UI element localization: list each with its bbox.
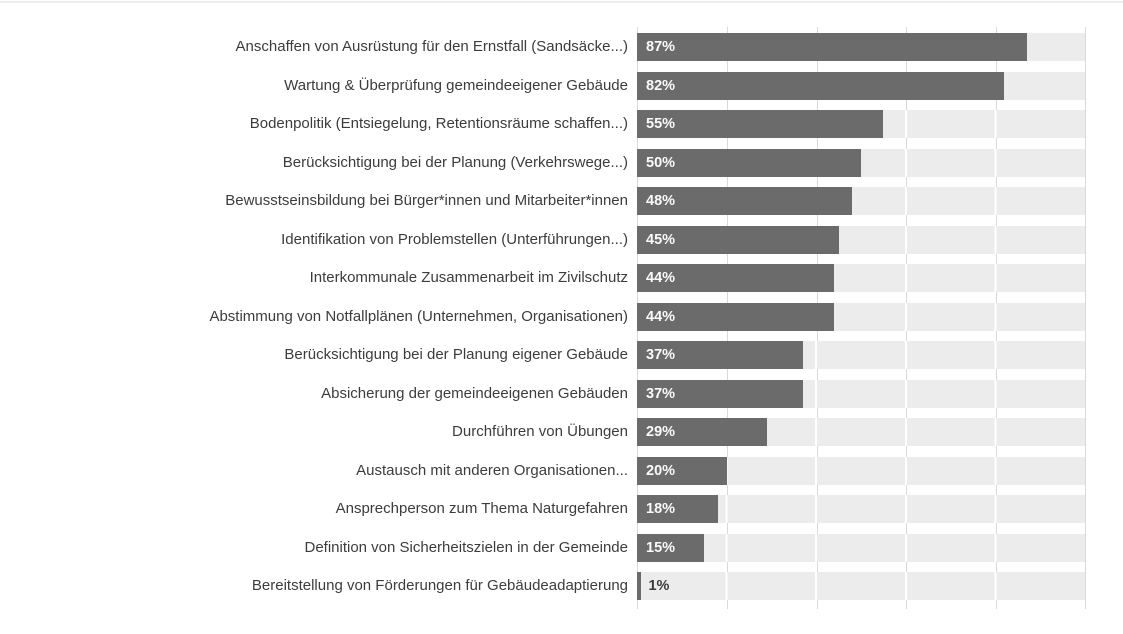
value-label: 45% [646,231,676,248]
bar-row: Definition von Sicherheitszielen in der … [0,533,1123,562]
value-label: 20% [646,462,676,479]
category-label: Interkommunale Zusammenarbeit im Zivilsc… [309,269,628,286]
bar-track: 15% [637,533,1085,562]
bar-row: Berücksichtigung bei der Planung eigener… [0,341,1123,369]
bar-row: Durchführen von Übungen 29% [0,418,1123,446]
bar [637,148,861,177]
value-label: 15% [646,539,676,556]
bar-row: Wartung & Überprüfung gemeindeeigener Ge… [0,71,1123,100]
category-label: Abstimmung von Notfallplänen (Unternehme… [209,307,628,325]
bar [637,533,705,562]
value-label: 37% [646,385,676,402]
bar [637,572,642,600]
bar [637,341,803,369]
top-divider-line [0,1,1123,3]
bar-row: Bereitstellung von Förderungen für Gebäu… [0,572,1123,600]
bar-row: Austausch mit anderen Organisationen... 2… [0,456,1123,485]
bar [637,110,884,138]
bar-row: Bodenpolitik (Entsiegelung, Retentionsrä… [0,110,1123,138]
value-label: 55% [646,116,676,132]
bar-row: Berücksichtigung bei der Planung (Verkeh… [0,148,1123,177]
bar-row: Interkommunale Zusammenarbeit im Zivilsc… [0,264,1123,292]
bar-track: 20% [637,456,1085,485]
bar-row: Ansprechperson zum Thema Naturgefahren 18… [0,495,1123,523]
bar-track: 50% [637,148,1085,177]
category-label: Austausch mit anderen Organisationen... [356,461,628,479]
bar [637,225,839,254]
bar-row: Absicherung der gemeindeeigenen Gebäuden… [0,379,1123,408]
category-label: Definition von Sicherheitszielen in der … [304,538,628,556]
bar-row: Abstimmung von Notfallplänen (Unternehme… [0,302,1123,331]
value-label: 44% [646,270,676,286]
bar [637,33,1027,61]
category-label: Bereitstellung von Förderungen für Gebäu… [251,577,628,594]
category-label: Durchführen von Übungen [452,423,628,440]
value-label: 48% [646,193,676,209]
value-label: 50% [646,154,676,171]
category-label: Wartung & Überprüfung gemeindeeigener Ge… [284,76,628,94]
bar-track: 37% [637,341,1085,369]
category-label: Berücksichtigung bei der Planung eigener… [284,346,628,363]
category-label: Absicherung der gemeindeeigenen Gebäuden [321,384,628,402]
bar [637,456,727,485]
bar-track: 1% [637,572,1085,600]
bar [637,264,835,292]
bar-row: Anschaffen von Ausrüstung für den Ernstf… [0,33,1123,61]
bar [637,187,853,215]
value-label: 87% [646,39,676,55]
bar-row: Bewusstseinsbildung bei Bürger*innen und… [0,187,1123,215]
bar-track: 45% [637,225,1085,254]
chart-rows: Anschaffen von Ausrüstung für den Ernstf… [0,33,1123,600]
bar [637,302,835,331]
bar [637,379,803,408]
category-label: Identifikation von Problemstellen (Unter… [281,230,628,248]
bar-track: 29% [637,418,1085,446]
bar-track: 48% [637,187,1085,215]
value-label: 44% [646,308,676,325]
bar-track: 44% [637,302,1085,331]
category-label: Berücksichtigung bei der Planung (Verkeh… [282,153,628,171]
value-label: 18% [646,501,676,517]
bar-row: Identifikation von Problemstellen (Unter… [0,225,1123,254]
category-label: Bewusstseinsbildung bei Bürger*innen und… [225,192,628,209]
bar [637,418,767,446]
bar-track: 55% [637,110,1085,138]
value-label: 37% [646,347,676,363]
category-label: Bodenpolitik (Entsiegelung, Retentionsrä… [249,115,628,132]
value-label: 29% [646,424,676,440]
bar-track: 87% [637,33,1085,61]
bar [637,71,1005,100]
value-label: 82% [646,77,676,94]
category-label: Anschaffen von Ausrüstung für den Ernstf… [235,38,628,55]
category-label: Ansprechperson zum Thema Naturgefahren [335,500,628,517]
value-label: 1% [648,578,670,594]
gridline-100pct [1085,27,1086,609]
bar [637,495,718,523]
bar-track: 18% [637,495,1085,523]
bar-track: 82% [637,71,1085,100]
bar-track: 37% [637,379,1085,408]
bar-track: 44% [637,264,1085,292]
